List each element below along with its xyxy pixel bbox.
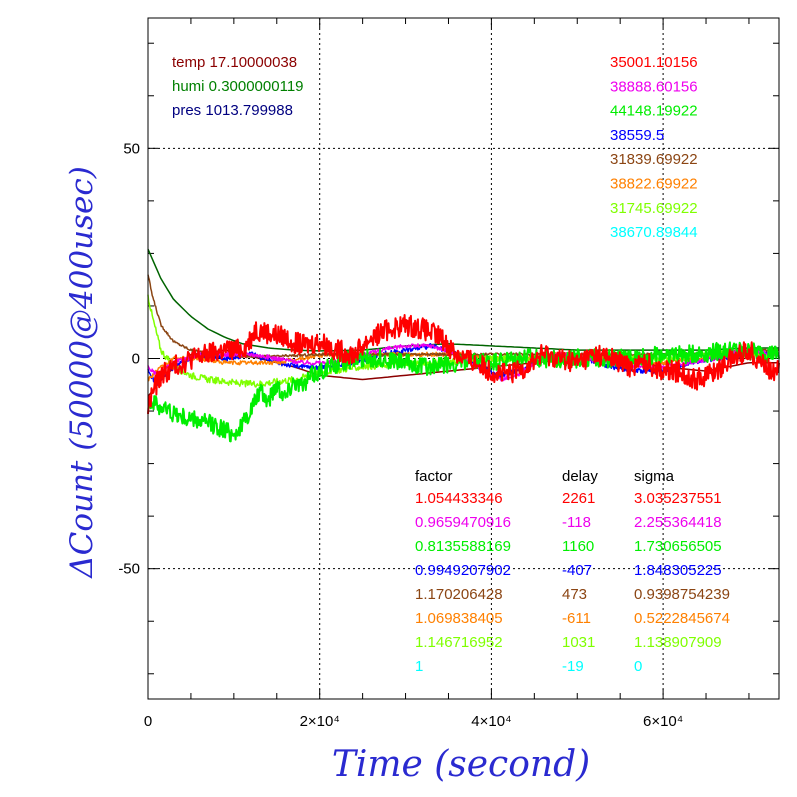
table-cell-sigma: 1.848305225 <box>634 562 722 579</box>
table-cell-factor: 0.9659470916 <box>415 514 511 531</box>
y-tick-label: 50 <box>123 140 140 157</box>
y-tick-labels: 50 0 -50 <box>118 140 140 577</box>
table-cell-delay: -611 <box>562 610 591 627</box>
table-cell-factor: 1 <box>415 658 423 675</box>
environment-annotations: temp 17.10000038 humi 0.3000000119 pres 10… <box>172 54 304 119</box>
environment-annotation: humi 0.3000000119 <box>172 78 304 95</box>
table-cell-delay: 1160 <box>562 538 594 555</box>
x-tick-label: 0 <box>144 713 152 730</box>
series-mean-value: 38670.89844 <box>610 224 698 241</box>
table-cell-sigma: 1.138907909 <box>634 634 722 651</box>
table-cell-delay: -19 <box>562 658 584 675</box>
series-mean-value: 38822.69922 <box>610 176 698 193</box>
series-mean-value: 38559.5 <box>610 127 664 144</box>
table-cell-factor: 0.9949207902 <box>415 562 511 579</box>
series-mean-value: 31839.69922 <box>610 151 698 168</box>
table-cell-sigma: 1.730656505 <box>634 538 722 555</box>
table-cell-delay: -407 <box>562 562 592 579</box>
table-cell-sigma: 2.255364418 <box>634 514 722 531</box>
x-tick-label: 2×10⁴ <box>300 713 340 730</box>
table-cell-sigma: 0 <box>634 658 642 675</box>
y-axis-title: ΔCount (50000@400usec) <box>64 166 100 579</box>
series-mean-value: 35001.10156 <box>610 54 698 71</box>
y-tick-label: 0 <box>132 351 140 368</box>
table-cell-sigma: 0.9398754239 <box>634 586 730 603</box>
y-tick-label: -50 <box>118 561 140 578</box>
table-cell-delay: -118 <box>562 514 591 531</box>
table-header: delay <box>562 468 598 485</box>
series-mean-value: 38888.60156 <box>610 78 698 95</box>
table-cell-factor: 1.146716952 <box>415 634 503 651</box>
series-line <box>147 248 779 352</box>
table-cell-delay: 1031 <box>562 634 595 651</box>
series-mean-value: 44148.19922 <box>610 103 698 120</box>
minor-tick-marks <box>148 18 779 699</box>
table-cell-delay: 473 <box>562 586 587 603</box>
environment-annotation: temp 17.10000038 <box>172 54 297 71</box>
table-cell-sigma: 0.5222845674 <box>634 610 730 627</box>
x-axis-title: Time (second) <box>332 744 590 785</box>
series-mean-values: 35001.10156 38888.60156 44148.19922 38559.5… <box>610 54 698 241</box>
x-tick-labels: 0 2×10⁴ 4×10⁴ 6×10⁴ <box>144 713 683 730</box>
table-cell-sigma: 3.035237551 <box>634 490 722 507</box>
table-cell-factor: 0.8135588169 <box>415 538 511 555</box>
fit-parameter-table: factor delay sigma 1.054433346 2261 3.0352375… <box>415 468 730 675</box>
series-mean-value: 31745.69922 <box>610 200 698 217</box>
table-cell-delay: 2261 <box>562 490 595 507</box>
x-tick-label: 4×10⁴ <box>471 713 511 730</box>
table-cell-factor: 1.069838405 <box>415 610 503 627</box>
series-layer <box>147 248 780 443</box>
table-cell-factor: 1.170206428 <box>415 586 503 603</box>
series-line <box>147 314 780 414</box>
x-tick-label: 6×10⁴ <box>643 713 683 730</box>
environment-annotation: pres 1013.799988 <box>172 102 293 119</box>
table-cell-factor: 1.054433346 <box>415 490 503 507</box>
table-header: sigma <box>634 468 675 485</box>
plot-frame <box>147 17 780 700</box>
table-header: factor <box>415 468 453 485</box>
